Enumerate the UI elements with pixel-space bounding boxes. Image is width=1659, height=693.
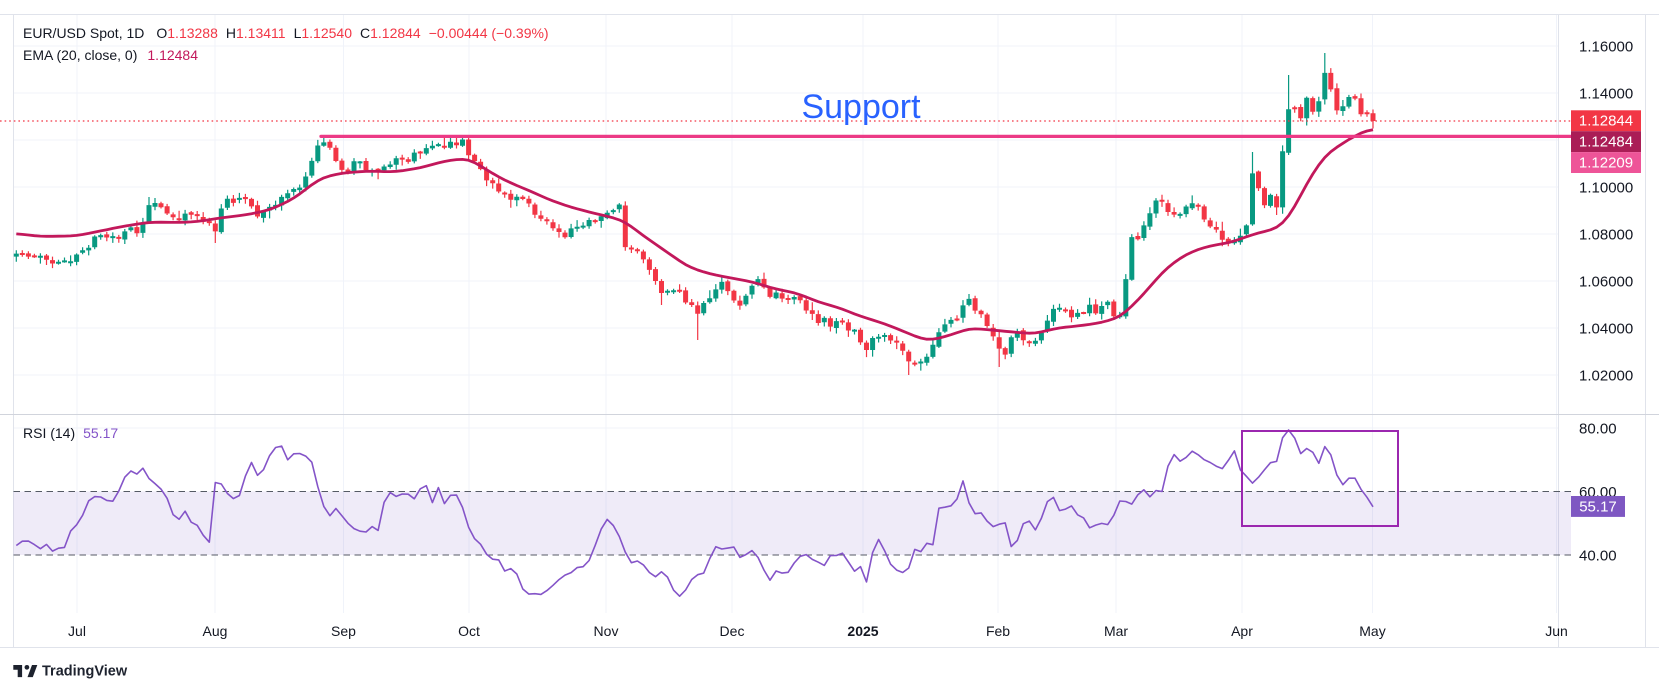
svg-text:1.16000: 1.16000 — [1579, 38, 1633, 55]
svg-text:1.10000: 1.10000 — [1579, 179, 1633, 196]
svg-text:EMA (20, close, 0)1.12484: EMA (20, close, 0) 1.12484 — [23, 47, 198, 63]
svg-text:2025: 2025 — [847, 623, 878, 639]
svg-text:Support: Support — [801, 88, 921, 126]
svg-text:Dec: Dec — [720, 623, 745, 639]
svg-text:Nov: Nov — [594, 623, 619, 639]
svg-text:1.14000: 1.14000 — [1579, 85, 1633, 102]
svg-text:1.02000: 1.02000 — [1579, 367, 1633, 384]
svg-text:55.17: 55.17 — [1579, 498, 1617, 515]
svg-text:Apr: Apr — [1231, 623, 1253, 639]
svg-text:1.06000: 1.06000 — [1579, 273, 1633, 290]
svg-text:1.12209: 1.12209 — [1579, 155, 1633, 172]
svg-text:Jul: Jul — [68, 623, 86, 639]
svg-text:RSI (14)55.17: RSI (14) 55.17 — [23, 425, 118, 441]
svg-text:Aug: Aug — [203, 623, 228, 639]
svg-text:1.12484: 1.12484 — [1579, 134, 1633, 151]
svg-text:May: May — [1359, 623, 1385, 639]
svg-text:Sep: Sep — [331, 623, 356, 639]
svg-text:Mar: Mar — [1104, 623, 1128, 639]
svg-text:1.04000: 1.04000 — [1579, 320, 1633, 337]
svg-text:Oct: Oct — [458, 623, 480, 639]
svg-text:Feb: Feb — [986, 623, 1010, 639]
svg-text:Jun: Jun — [1545, 623, 1568, 639]
svg-text:1.08000: 1.08000 — [1579, 226, 1633, 243]
svg-text:TradingView: TradingView — [42, 664, 128, 680]
svg-text:80.00: 80.00 — [1579, 420, 1617, 437]
svg-text:40.00: 40.00 — [1579, 547, 1617, 564]
svg-text:1.12844: 1.12844 — [1579, 113, 1633, 130]
